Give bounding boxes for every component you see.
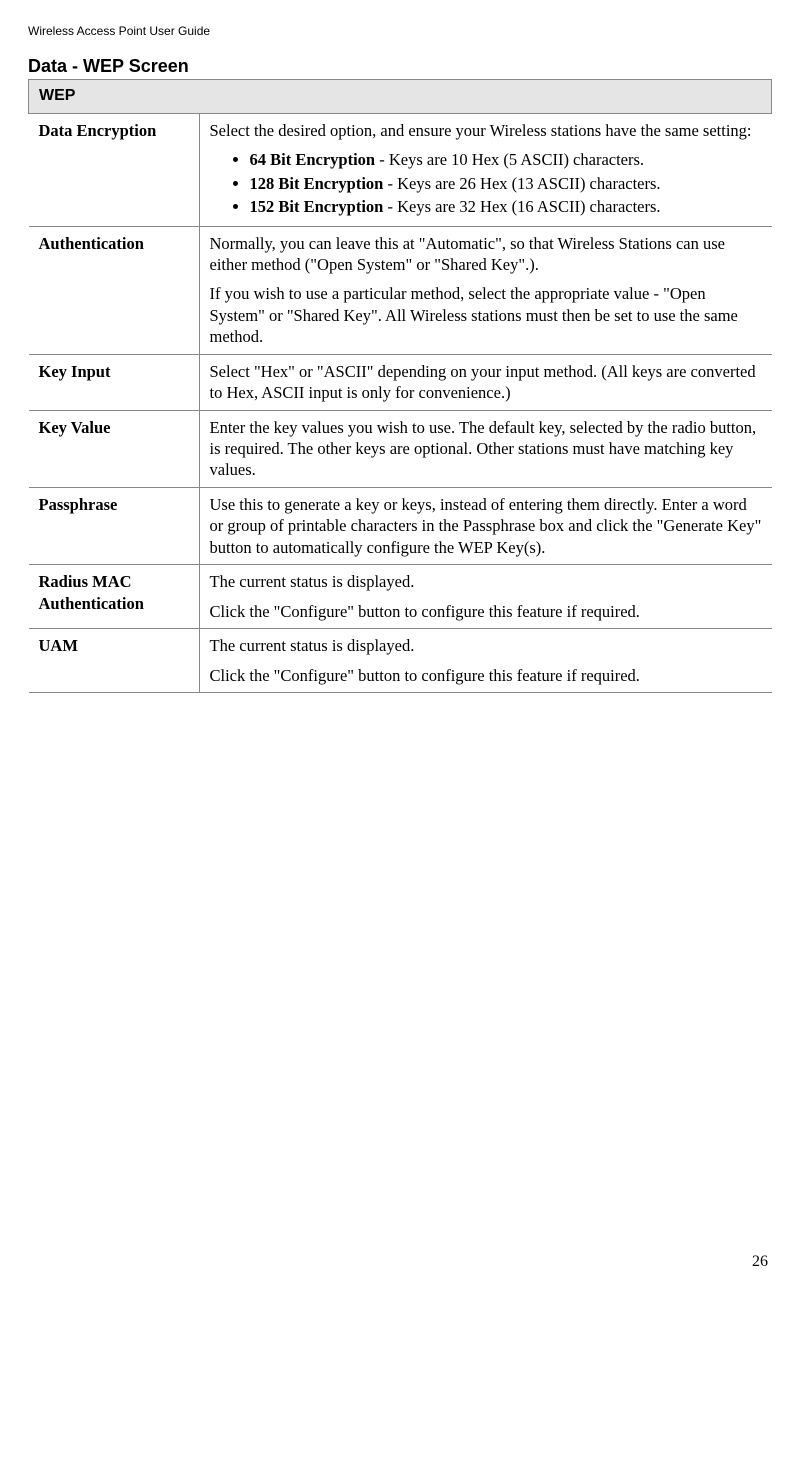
row-intro: Select the desired option, and ensure yo… (210, 120, 762, 141)
bullet-rest: - Keys are 10 Hex (5 ASCII) characters. (375, 150, 644, 169)
bullet-rest: - Keys are 32 Hex (16 ASCII) characters. (383, 197, 660, 216)
bullet-rest: - Keys are 26 Hex (13 ASCII) characters. (383, 174, 660, 193)
row-label: Passphrase (29, 487, 200, 564)
row-para: Click the "Configure" button to configur… (210, 665, 762, 686)
bullet-bold: 152 Bit Encryption (250, 197, 384, 216)
table-header: WEP (29, 80, 772, 114)
bullet-bold: 64 Bit Encryption (250, 150, 376, 169)
row-content: Select the desired option, and ensure yo… (199, 113, 772, 226)
table-row: Key Input Select "Hex" or "ASCII" depend… (29, 354, 772, 410)
list-item: 152 Bit Encryption - Keys are 32 Hex (16… (250, 196, 762, 217)
row-para: The current status is displayed. (210, 635, 762, 656)
table-row: Radius MAC Authentication The current st… (29, 565, 772, 629)
row-para: Normally, you can leave this at "Automat… (210, 233, 762, 276)
row-content: Use this to generate a key or keys, inst… (199, 487, 772, 564)
row-label: Key Value (29, 410, 200, 487)
row-para: Click the "Configure" button to configur… (210, 601, 762, 622)
doc-header: Wireless Access Point User Guide (28, 24, 772, 38)
row-label: Data Encryption (29, 113, 200, 226)
row-content: Select "Hex" or "ASCII" depending on you… (199, 354, 772, 410)
wep-table: WEP Data Encryption Select the desired o… (28, 79, 772, 693)
row-content: The current status is displayed. Click t… (199, 629, 772, 693)
table-row: Data Encryption Select the desired optio… (29, 113, 772, 226)
bullet-bold: 128 Bit Encryption (250, 174, 384, 193)
list-item: 128 Bit Encryption - Keys are 26 Hex (13… (250, 173, 762, 194)
table-row: Authentication Normally, you can leave t… (29, 226, 772, 354)
row-para: The current status is displayed. (210, 571, 762, 592)
row-para: Enter the key values you wish to use. Th… (210, 417, 762, 481)
row-content: Enter the key values you wish to use. Th… (199, 410, 772, 487)
table-row: Passphrase Use this to generate a key or… (29, 487, 772, 564)
row-label: UAM (29, 629, 200, 693)
row-label: Key Input (29, 354, 200, 410)
section-title: Data - WEP Screen (28, 56, 772, 77)
table-row: UAM The current status is displayed. Cli… (29, 629, 772, 693)
page-number: 26 (28, 1253, 772, 1271)
row-content: The current status is displayed. Click t… (199, 565, 772, 629)
row-content: Normally, you can leave this at "Automat… (199, 226, 772, 354)
list-item: 64 Bit Encryption - Keys are 10 Hex (5 A… (250, 149, 762, 170)
row-para: Use this to generate a key or keys, inst… (210, 494, 762, 558)
table-row: Key Value Enter the key values you wish … (29, 410, 772, 487)
row-para: If you wish to use a particular method, … (210, 283, 762, 347)
bullet-list: 64 Bit Encryption - Keys are 10 Hex (5 A… (210, 149, 762, 217)
row-label: Radius MAC Authentication (29, 565, 200, 629)
row-label: Authentication (29, 226, 200, 354)
row-para: Select "Hex" or "ASCII" depending on you… (210, 361, 762, 404)
